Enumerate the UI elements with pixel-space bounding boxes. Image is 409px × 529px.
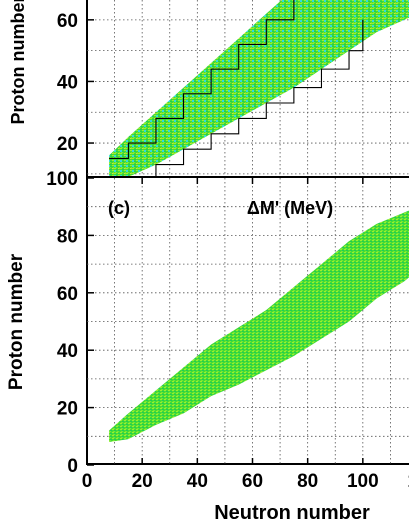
contour-top xyxy=(109,0,364,177)
x-tick-label: 60 xyxy=(242,471,263,492)
xticks-bottom: 0 20 40 60 80 100 12 xyxy=(82,177,409,492)
nuclide-band-top xyxy=(109,0,409,177)
y-tick-label: 40 xyxy=(57,341,78,362)
x-tick-label: 100 xyxy=(347,471,379,492)
y-tick-label: 0 xyxy=(67,456,78,477)
nuclide-band-bottom xyxy=(109,210,409,443)
panel-title: ΔM' (MeV) xyxy=(247,198,333,218)
contour-lower xyxy=(127,19,364,177)
panel-top: 20 40 60 Proton number xyxy=(8,0,409,178)
y-tick-label: 40 xyxy=(57,72,78,93)
band-bottom xyxy=(109,210,409,443)
y-tick-label: 100 xyxy=(46,169,78,190)
x-tick-label: 80 xyxy=(297,471,318,492)
panel-bottom: 0 20 40 60 80 100 0 20 40 60 80 100 12 (c) ΔM' (MeV… xyxy=(6,169,409,524)
y-tick-label: 80 xyxy=(57,226,78,247)
y-tick-label: 60 xyxy=(57,284,78,305)
x-tick-label: 20 xyxy=(132,471,153,492)
yticks-bottom: 0 20 40 60 80 100 xyxy=(46,169,94,477)
x-tick-label: 0 xyxy=(82,471,93,492)
x-tick-label: 12 xyxy=(407,471,409,492)
yticks-top: 20 40 60 xyxy=(57,11,94,155)
panel-tag: (c) xyxy=(108,198,130,218)
y-axis-label-top: Proton number xyxy=(8,0,28,125)
y-tick-label: 20 xyxy=(57,134,78,155)
x-axis-label: Neutron number xyxy=(214,502,370,524)
contour-upper xyxy=(109,0,295,159)
band-top xyxy=(109,0,409,177)
y-tick-label: 20 xyxy=(57,399,78,420)
y-tick-label: 60 xyxy=(57,11,78,32)
y-axis-label-bottom: Proton number xyxy=(6,253,27,390)
x-tick-label: 40 xyxy=(187,471,208,492)
